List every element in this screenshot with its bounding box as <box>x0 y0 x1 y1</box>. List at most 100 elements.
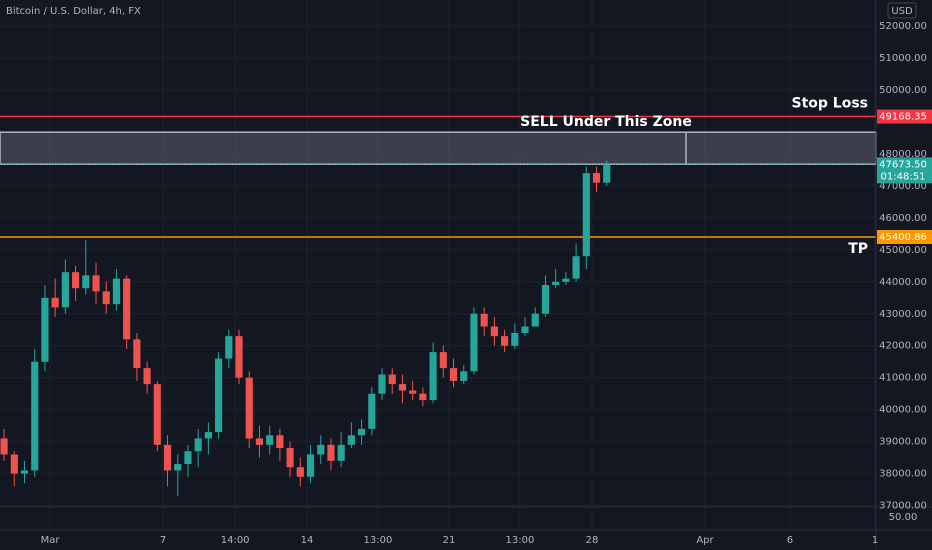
y-tick-label: 38000.00 <box>879 469 927 480</box>
y-tick-label: 37000.00 <box>879 501 927 512</box>
candle-body <box>552 281 560 285</box>
candle-body <box>10 454 18 474</box>
candle-body <box>572 256 580 279</box>
candle-body <box>174 464 182 471</box>
candle-body <box>163 444 172 471</box>
candle-body <box>266 435 274 445</box>
candle-body <box>511 332 519 346</box>
candle-body <box>194 438 202 452</box>
candle-body <box>306 454 315 477</box>
candle-body <box>562 278 570 282</box>
candle-body <box>582 173 590 257</box>
candle-body <box>72 272 80 289</box>
candle-body <box>358 428 366 436</box>
chart-title: Bitcoin / U.S. Dollar, 4h, FX <box>6 6 141 17</box>
price-box-label: 49168.35 <box>879 112 927 123</box>
candle-body <box>123 278 131 340</box>
candle-body <box>388 374 396 385</box>
candle-body <box>317 444 325 455</box>
x-tick-label: 13:00 <box>364 535 393 546</box>
candle-body <box>235 336 243 378</box>
x-tick-label: 6 <box>787 535 793 546</box>
y-tick-label: 40000.00 <box>879 405 927 416</box>
y-tick-label: 47000.00 <box>879 181 927 192</box>
x-tick-label: 1 <box>872 535 878 546</box>
y-tick-label: 44000.00 <box>879 277 927 288</box>
line-label: Stop Loss <box>792 96 869 112</box>
candle-body <box>347 435 355 445</box>
candle-body <box>82 275 90 289</box>
currency-box[interactable] <box>887 2 917 19</box>
candle-body <box>41 297 49 362</box>
candle-body <box>215 358 223 433</box>
candle-body <box>112 278 121 305</box>
y-tick-label: 46000.00 <box>879 213 927 224</box>
x-tick-label: 28 <box>586 535 599 546</box>
line-label: TP <box>848 241 868 257</box>
x-tick-label: 21 <box>443 535 456 546</box>
x-tick-label: Apr <box>696 535 714 546</box>
candle-body <box>61 272 69 308</box>
price-box <box>877 230 932 245</box>
candle-body <box>398 384 407 391</box>
candle-body <box>327 444 335 461</box>
candle-body <box>490 326 498 337</box>
candle-body <box>460 371 468 381</box>
grid <box>0 0 876 530</box>
x-tick-label: 14 <box>301 535 314 546</box>
candle-body <box>184 451 192 465</box>
candle-body <box>204 432 212 439</box>
candle-body <box>245 377 253 439</box>
candle-body <box>286 448 294 468</box>
y-tick-label: 45000.00 <box>879 245 927 256</box>
candle-body <box>92 275 100 292</box>
y-tick-label: 51000.00 <box>879 53 927 64</box>
currency[interactable]: USD <box>891 6 913 17</box>
plot <box>0 115 877 497</box>
y-tick-label: 39000.00 <box>879 437 927 448</box>
zone-label: SELL Under This Zone <box>520 114 692 130</box>
price-box-label: 45400.86 <box>879 232 927 243</box>
candle-body <box>378 374 386 394</box>
candle-body <box>480 313 488 327</box>
y-tick-label: 52000.00 <box>879 21 927 32</box>
candle-body <box>20 470 29 474</box>
candle-body <box>51 297 59 308</box>
candle-body <box>296 467 304 477</box>
candle-body <box>255 438 264 445</box>
y-tick-label: 48000.00 <box>879 149 927 160</box>
candle-body <box>592 173 601 183</box>
candle-body <box>225 336 233 359</box>
x-tick-label: 13:00 <box>506 535 535 546</box>
last-price-box <box>877 157 932 184</box>
candle-body <box>133 339 141 369</box>
y-tick-label: 50000.00 <box>879 85 927 96</box>
candle-body <box>276 435 284 449</box>
candle-body <box>449 368 458 381</box>
candle-body <box>429 352 437 401</box>
y-tick-label: 42000.00 <box>879 341 927 352</box>
candle-body <box>153 384 161 445</box>
candle-body <box>439 352 447 369</box>
candle-body <box>102 291 110 305</box>
last-price-label: 47673.50 <box>879 159 927 170</box>
candle-body <box>541 284 550 314</box>
candle-body <box>368 393 376 429</box>
x-tick-label: 14:00 <box>221 535 250 546</box>
candle-body <box>531 313 539 327</box>
y-tick-label: 43000.00 <box>879 309 927 320</box>
price-box <box>877 109 932 124</box>
candle-body <box>501 336 509 346</box>
sell-zone <box>0 131 877 165</box>
candle-body <box>470 313 478 372</box>
candle-body <box>603 164 611 183</box>
candle-body <box>521 326 529 333</box>
candle-body <box>31 361 39 471</box>
countdown: 01:48:51 <box>881 171 926 182</box>
volume-axis-label: 50.00 <box>889 512 918 523</box>
candle-body <box>143 368 151 385</box>
candle-body <box>337 444 345 461</box>
x-tick-label: Mar <box>41 535 61 546</box>
candle-body <box>0 438 8 455</box>
